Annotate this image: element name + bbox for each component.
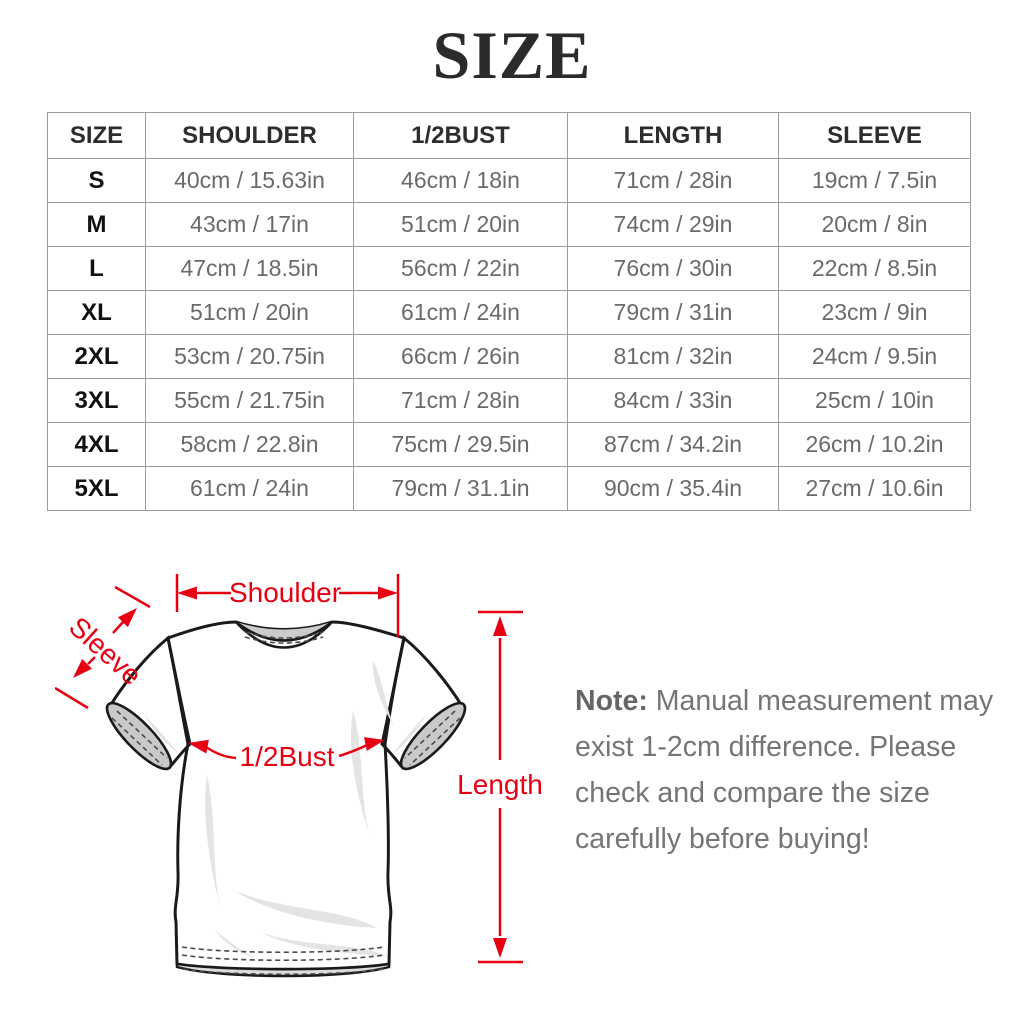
length-value: 79cm / 31in <box>567 290 779 335</box>
shoulder-label: Shoulder <box>229 577 341 608</box>
size-label: 3XL <box>47 378 146 423</box>
size-label: XL <box>47 290 146 335</box>
length-value: 90cm / 35.4in <box>567 466 779 511</box>
header-bust: 1/2BUST <box>353 112 568 159</box>
size-label: 5XL <box>47 466 146 511</box>
table-row: L 47cm / 18.5in 56cm / 22in 76cm / 30in … <box>47 246 971 291</box>
shoulder-value: 43cm / 17in <box>145 202 354 247</box>
bust-value: 79cm / 31.1in <box>353 466 568 511</box>
sleeve-value: 26cm / 10.2in <box>778 422 971 467</box>
bust-value: 56cm / 22in <box>353 246 568 291</box>
sleeve-value: 25cm / 10in <box>778 378 971 423</box>
shoulder-value: 53cm / 20.75in <box>145 334 354 379</box>
size-label: 4XL <box>47 422 146 467</box>
table-header-row: SIZE SHOULDER 1/2BUST LENGTH SLEEVE <box>47 112 971 159</box>
right-cuff <box>399 701 467 771</box>
shoulder-value: 51cm / 20in <box>145 290 354 335</box>
bust-value: 71cm / 28in <box>353 378 568 423</box>
shoulder-value: 61cm / 24in <box>145 466 354 511</box>
hem <box>175 946 391 978</box>
bust-value: 66cm / 26in <box>353 334 568 379</box>
collar <box>235 620 333 649</box>
page-title: SIZE <box>432 17 592 93</box>
note-text: Manual measurement may exist 1-2cm diffe… <box>575 685 994 855</box>
tshirt-illustration <box>105 620 467 978</box>
header-sleeve: SLEEVE <box>778 112 971 159</box>
sleeve-value: 20cm / 8in <box>778 202 971 247</box>
shoulder-value: 47cm / 18.5in <box>145 246 354 291</box>
measurement-note: Note: Manual measurement may exist 1-2cm… <box>575 678 1011 862</box>
bust-label: 1/2Bust <box>240 741 335 772</box>
header-length: LENGTH <box>567 112 779 159</box>
size-label: 2XL <box>47 334 146 379</box>
length-value: 76cm / 30in <box>567 246 779 291</box>
note-label: Note: <box>575 685 648 717</box>
shoulder-value: 58cm / 22.8in <box>145 422 354 467</box>
sleeve-value: 22cm / 8.5in <box>778 246 971 291</box>
bust-value: 75cm / 29.5in <box>353 422 568 467</box>
size-table: SIZE SHOULDER 1/2BUST LENGTH SLEEVE S 40… <box>47 112 971 511</box>
shoulder-value: 40cm / 15.63in <box>145 158 354 203</box>
sleeve-value: 24cm / 9.5in <box>778 334 971 379</box>
table-row: XL 51cm / 20in 61cm / 24in 79cm / 31in 2… <box>47 290 971 335</box>
shoulder-annotation: Shoulder <box>175 574 400 637</box>
length-label: Length <box>457 769 543 800</box>
length-annotation: Length <box>457 610 543 964</box>
header-size: SIZE <box>47 112 146 159</box>
sleeve-value: 27cm / 10.6in <box>778 466 971 511</box>
bust-value: 51cm / 20in <box>353 202 568 247</box>
bust-value: 46cm / 18in <box>353 158 568 203</box>
length-value: 87cm / 34.2in <box>567 422 779 467</box>
length-value: 74cm / 29in <box>567 202 779 247</box>
header-shoulder: SHOULDER <box>145 112 354 159</box>
length-value: 81cm / 32in <box>567 334 779 379</box>
size-label: S <box>47 158 146 203</box>
table-row: S 40cm / 15.63in 46cm / 18in 71cm / 28in… <box>47 158 971 203</box>
table-row: 5XL 61cm / 24in 79cm / 31.1in 90cm / 35.… <box>47 466 971 511</box>
table-row: M 43cm / 17in 51cm / 20in 74cm / 29in 20… <box>47 202 971 247</box>
sleeve-value: 19cm / 7.5in <box>778 158 971 203</box>
shoulder-value: 55cm / 21.75in <box>145 378 354 423</box>
table-row: 2XL 53cm / 20.75in 66cm / 26in 81cm / 32… <box>47 334 971 379</box>
bust-value: 61cm / 24in <box>353 290 568 335</box>
sleeve-value: 23cm / 9in <box>778 290 971 335</box>
tshirt-measurement-diagram: Shoulder Sleeve 1/2Bust Length <box>55 574 543 978</box>
sleeve-label: Sleeve <box>63 611 147 691</box>
length-value: 84cm / 33in <box>567 378 779 423</box>
sleeve-annotation: Sleeve <box>55 585 151 710</box>
table-row: 4XL 58cm / 22.8in 75cm / 29.5in 87cm / 3… <box>47 422 971 467</box>
size-label: M <box>47 202 146 247</box>
length-value: 71cm / 28in <box>567 158 779 203</box>
bust-annotation: 1/2Bust <box>188 737 385 772</box>
size-label: L <box>47 246 146 291</box>
left-cuff <box>105 701 173 771</box>
table-row: 3XL 55cm / 21.75in 71cm / 28in 84cm / 33… <box>47 378 971 423</box>
